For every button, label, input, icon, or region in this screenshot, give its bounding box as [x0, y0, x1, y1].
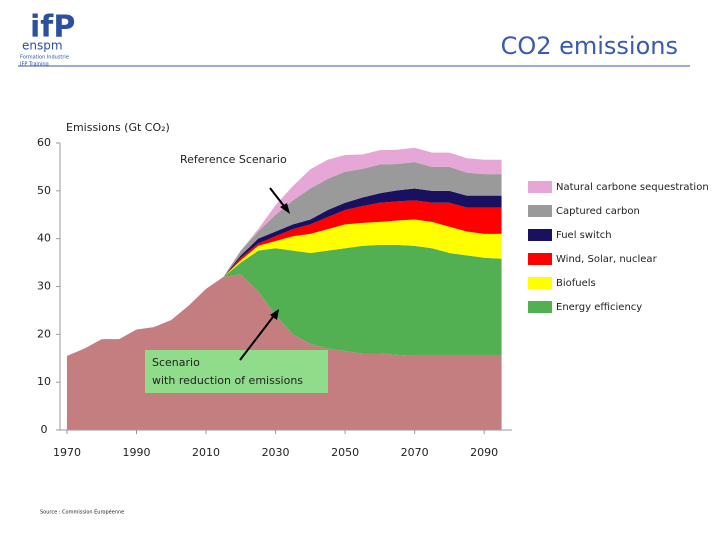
x-tick-label: 1990 — [122, 446, 150, 459]
area — [66, 200, 502, 356]
x-tick-label: 1970 — [53, 446, 81, 459]
annotation: Reference Scenario — [180, 153, 287, 166]
x-tick-label: 2010 — [192, 446, 220, 459]
y-tick-label: 40 — [37, 232, 51, 245]
chart-title: CO2 emissions — [501, 32, 678, 60]
area — [66, 188, 502, 356]
annotation: Scenario — [152, 356, 200, 369]
legend-swatch — [528, 277, 552, 289]
legend-swatch — [528, 253, 552, 265]
x-tick-label: 2070 — [401, 446, 429, 459]
arrow-head — [270, 309, 279, 320]
y-tick-label: 10 — [37, 375, 51, 388]
source: Source : Commission Européenne — [40, 509, 124, 516]
x-tick-label: 2030 — [262, 446, 290, 459]
legend-swatch — [528, 301, 552, 313]
area — [66, 147, 502, 356]
y-tick-label: 20 — [37, 327, 51, 340]
annotation: with reduction of emissions — [152, 374, 303, 387]
area — [66, 219, 502, 356]
y-tick-label: 60 — [37, 136, 51, 149]
arrow-head — [280, 203, 290, 214]
y-axis-label: Emissions (Gt CO₂) — [66, 121, 170, 134]
legend-swatch — [528, 205, 552, 217]
legend-label: Energy efficiency — [556, 302, 642, 313]
legend-swatch — [528, 181, 552, 193]
logo-line: Formation Industrie — [20, 55, 69, 61]
logo-line: IFP Training — [20, 62, 49, 68]
legend-label: Biofuels — [556, 278, 596, 289]
legend-label: Captured carbon — [556, 206, 640, 217]
logo-mark: ifP — [30, 10, 75, 45]
x-tick-label: 2050 — [331, 446, 359, 459]
y-tick-label: 0 — [41, 423, 48, 436]
x-tick-label: 2090 — [470, 446, 498, 459]
legend-swatch — [528, 229, 552, 241]
y-tick-label: 30 — [37, 280, 51, 293]
annotation-box — [145, 350, 328, 393]
legend-label: Wind, Solar, nuclear — [556, 254, 658, 265]
logo-name: enspm — [22, 39, 63, 53]
area — [66, 162, 502, 356]
legend-label: Fuel switch — [556, 230, 612, 241]
y-tick-label: 50 — [37, 184, 51, 197]
area — [66, 244, 502, 356]
legend-label: Natural carbone sequestration — [556, 182, 709, 193]
arrow — [239, 312, 277, 361]
